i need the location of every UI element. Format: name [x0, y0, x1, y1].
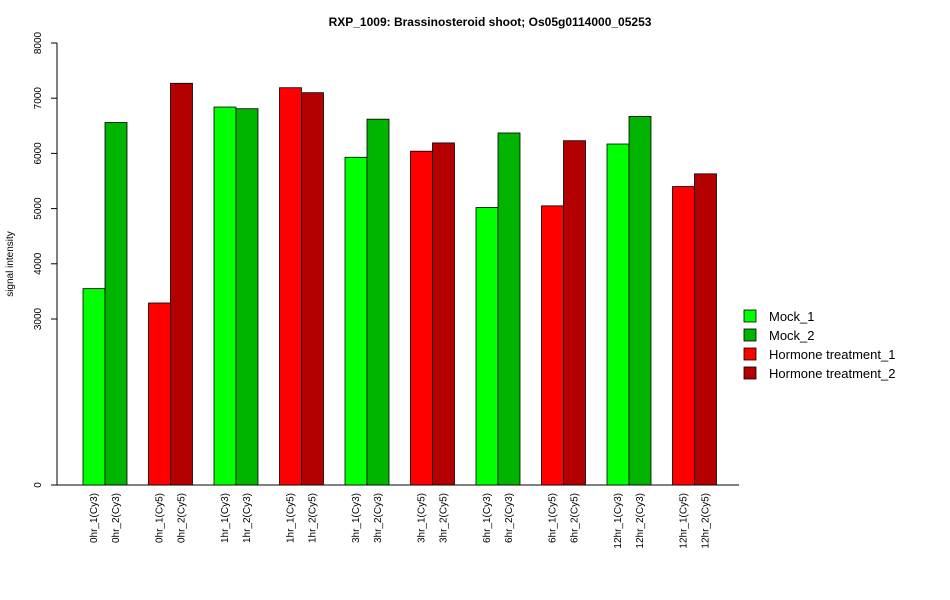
x-tick-label: 3hr_1(Cy5): [417, 493, 428, 543]
legend-swatch: [743, 347, 757, 361]
legend: Mock_1 Mock_2 Hormone treatment_1 Hormone t…: [743, 309, 895, 381]
bar: [235, 108, 259, 486]
y-axis-label: signal intensity: [5, 231, 16, 297]
bar: [475, 207, 499, 486]
bar: [410, 150, 433, 486]
x-tick-label: 12hr_2(Cy5): [701, 493, 712, 549]
x-tick-label: 1hr_1(Cy3): [220, 493, 231, 543]
bar: [432, 142, 455, 486]
x-tick-label: 1hr_2(Cy5): [308, 493, 319, 543]
y-tick-label: 0: [33, 482, 44, 488]
legend-swatch: [743, 309, 757, 323]
legend-label: Hormone treatment_1: [769, 347, 895, 362]
bar: [213, 106, 237, 486]
legend-label: Mock_2: [769, 328, 815, 343]
x-tick-label: 12hr_1(Cy3): [613, 493, 624, 549]
x-tick-label: 3hr_2(Cy3): [373, 493, 384, 543]
y-tick-label: 7000: [33, 87, 44, 110]
x-tick-label: 6hr_1(Cy3): [482, 493, 493, 543]
legend-swatch: [743, 328, 757, 342]
x-tick-label: 3hr_1(Cy3): [351, 493, 362, 543]
y-axis: 0 3000 4000 5000 6000 7000 8000: [33, 31, 58, 488]
bar: [694, 173, 717, 486]
bar: [301, 92, 324, 486]
x-tick-label: 12hr_1(Cy5): [679, 493, 690, 549]
x-tick-label: 1hr_2(Cy3): [242, 493, 253, 543]
legend-label: Mock_1: [769, 309, 815, 324]
y-tick-label: 3000: [33, 307, 44, 330]
x-tick-label: 6hr_1(Cy5): [548, 493, 559, 543]
bar: [279, 87, 302, 486]
bars: [82, 82, 717, 486]
y-tick-label: 5000: [33, 197, 44, 220]
y-tick-label: 6000: [33, 142, 44, 165]
x-tick-label: 6hr_2(Cy5): [570, 493, 581, 543]
bar: [497, 132, 521, 486]
y-tick-label: 8000: [33, 31, 44, 54]
x-tick-label: 12hr_2(Cy3): [635, 493, 646, 549]
bar: [104, 122, 128, 486]
y-tick-label: 4000: [33, 252, 44, 275]
x-tick-label: 1hr_1(Cy5): [286, 493, 297, 543]
x-tick-label: 3hr_2(Cy5): [439, 493, 450, 543]
bar: [606, 143, 630, 486]
bar: [344, 156, 368, 486]
x-tick-label: 0hr_2(Cy5): [177, 493, 188, 543]
x-tick-label: 0hr_1(Cy5): [155, 493, 166, 543]
x-tick-label: 6hr_2(Cy3): [504, 493, 515, 543]
bar: [563, 140, 586, 486]
chart-title: RXP_1009: Brassinosteroid shoot; Os05g01…: [329, 15, 652, 29]
legend-label: Hormone treatment_2: [769, 366, 895, 381]
bar: [82, 288, 106, 486]
legend-swatch: [743, 366, 757, 380]
bar: [170, 82, 193, 486]
bar: [672, 186, 695, 486]
bar: [148, 302, 171, 486]
x-tick-labels: 0hr_1(Cy3) 0hr_2(Cy3) 0hr_1(Cy5) 0hr_2(Cy5)…: [89, 493, 712, 549]
bar: [366, 118, 390, 486]
x-tick-label: 0hr_1(Cy3): [89, 493, 100, 543]
x-tick-label: 0hr_2(Cy3): [111, 493, 122, 543]
bar: [541, 205, 564, 486]
bar: [628, 116, 652, 486]
